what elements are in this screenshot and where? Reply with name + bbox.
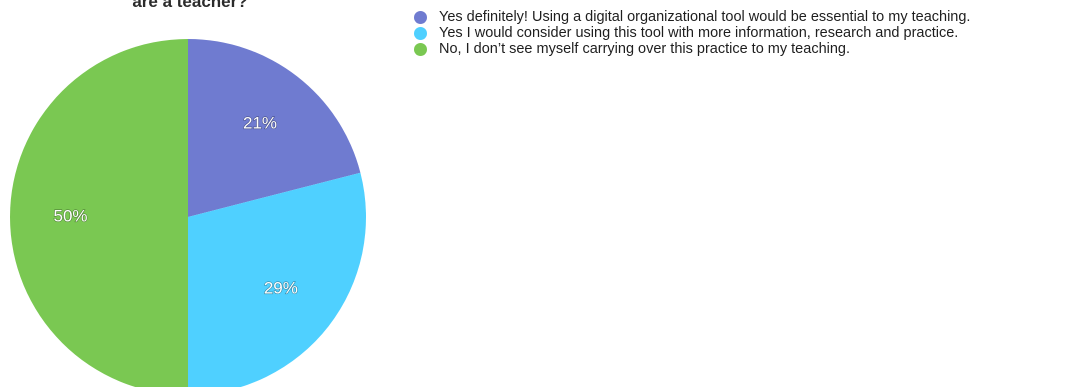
legend: Yes definitely! Using a digital organiza… xyxy=(414,9,970,57)
legend-swatch xyxy=(414,26,427,40)
legend-label: Yes I would consider using this tool wit… xyxy=(439,25,959,41)
legend-swatch xyxy=(414,42,427,56)
legend-label: No, I don’t see myself carrying over thi… xyxy=(439,41,851,57)
slice-value-label: 29% xyxy=(264,278,298,297)
legend-item: Yes I would consider using this tool wit… xyxy=(414,25,970,41)
pie-labels: 21% 29% 50% xyxy=(53,113,299,298)
pie-slices xyxy=(10,39,366,387)
pie-slice xyxy=(10,39,188,387)
pie-chart: 21% 29% 50% xyxy=(10,39,366,387)
pie-slice xyxy=(188,172,366,387)
legend-swatch xyxy=(414,10,427,24)
chart-title: are a teacher? xyxy=(132,0,248,11)
legend-item: No, I don’t see myself carrying over thi… xyxy=(414,41,970,57)
slice-value-label: 21% xyxy=(243,114,277,133)
pie-slice xyxy=(188,39,361,217)
legend-item: Yes definitely! Using a digital organiza… xyxy=(414,9,970,25)
legend-label: Yes definitely! Using a digital organiza… xyxy=(439,9,971,25)
slice-value-label: 50% xyxy=(54,206,88,225)
